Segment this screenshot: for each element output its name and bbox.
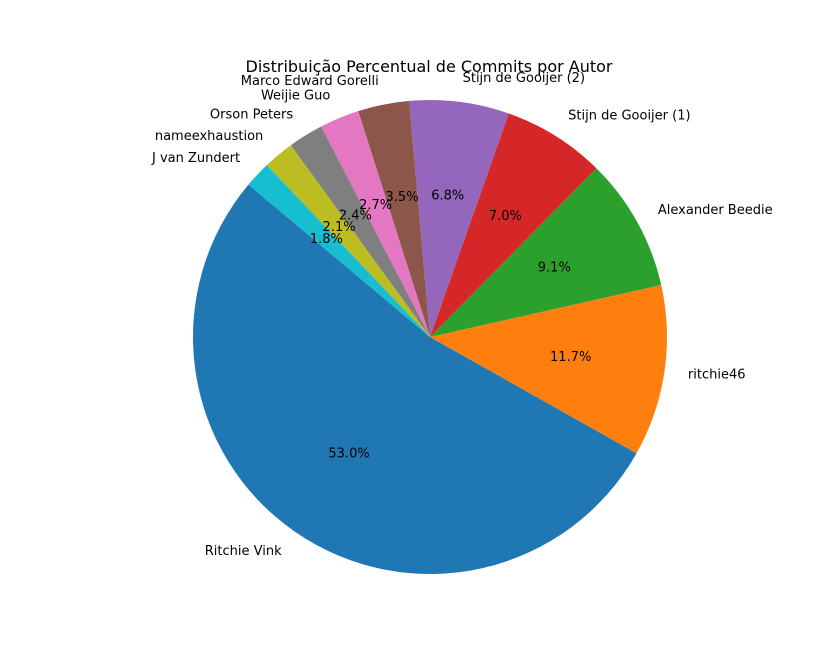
- slice-label-alexander-beedie: Alexander Beedie: [658, 203, 773, 218]
- chart-title: Distribuição Percentual de Commits por A…: [246, 57, 613, 76]
- slice-label-marco-edward-gorelli: Marco Edward Gorelli: [241, 74, 379, 89]
- slice-pct-stijn-de-gooijer-1: 7.0%: [489, 209, 522, 224]
- slice-label-ritchie46: ritchie46: [688, 367, 746, 382]
- slice-label-stijn-de-gooijer-1: Stijn de Gooijer (1): [568, 108, 690, 123]
- pie-slice-orson-peters: [290, 126, 430, 337]
- slice-pct-weijie-guo: 2.7%: [359, 198, 392, 213]
- slice-pct-nameexhaustion: 2.1%: [323, 220, 356, 235]
- slice-pct-ritchie-vink: 53.0%: [328, 446, 369, 461]
- slice-label-j-van-zundert: J van Zundert: [151, 151, 240, 166]
- pie-slice-ritchie46: [430, 284, 667, 454]
- pie-slice-stijn-de-gooijer-2: [409, 100, 509, 337]
- pie-slice-stijn-de-gooijer-1: [430, 113, 597, 337]
- labels-layer: Ritchie Vink ritchie46 Alexander Beedie Sti…: [151, 71, 773, 559]
- pie-slice-marco-edward-gorelli: [358, 100, 430, 337]
- pie-slice-j-van-zundert: [248, 165, 430, 337]
- slice-pct-alexander-beedie: 9.1%: [538, 260, 571, 275]
- slice-pct-orson-peters: 2.4%: [339, 208, 372, 223]
- slice-pct-ritchie46: 11.7%: [550, 350, 591, 365]
- pie-slice-ritchie-vink: [193, 184, 637, 574]
- slices-layer: [193, 100, 667, 574]
- slice-pct-marco-edward-gorelli: 3.5%: [386, 190, 419, 205]
- slice-label-orson-peters: Orson Peters: [210, 108, 293, 123]
- pie-slice-nameexhaustion: [266, 145, 430, 337]
- slice-label-nameexhaustion: nameexhaustion: [155, 129, 263, 144]
- pct-labels-layer: 53.0% 11.7% 9.1% 7.0% 6.8% 3.5%2.7%2.4%2.1%1.…: [310, 188, 591, 461]
- pie-slice-weijie-guo: [321, 111, 430, 337]
- pie-slice-alexander-beedie: [430, 168, 662, 337]
- slice-label-stijn-de-gooijer-2: Stijn de Gooijer (2): [463, 71, 585, 86]
- slice-label-ritchie-vink: Ritchie Vink: [205, 544, 282, 559]
- slice-label-weijie-guo: Weijie Guo: [261, 89, 330, 104]
- slice-pct-stijn-de-gooijer-2: 6.8%: [431, 188, 464, 203]
- slice-pct-j-van-zundert: 1.8%: [310, 232, 343, 247]
